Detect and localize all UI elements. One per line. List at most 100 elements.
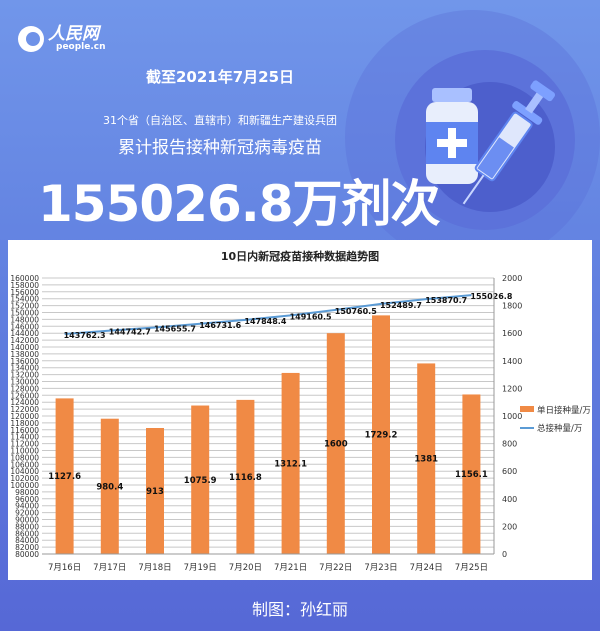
bar-label: 1116.8: [229, 473, 262, 483]
credit: 制图：孙红丽: [251, 600, 348, 619]
category-label: 7月21日: [274, 563, 307, 573]
left-tick-label: 124000: [10, 398, 39, 407]
category-label: 7月18日: [138, 563, 171, 573]
legend-line-label: 总接种量/万: [537, 423, 582, 434]
left-tick-label: 140000: [10, 343, 39, 352]
category-label: 7月23日: [364, 563, 397, 573]
left-tick-label: 150000: [10, 309, 39, 318]
left-tick-label: 98000: [15, 488, 39, 497]
right-tick-label: 800: [502, 440, 517, 449]
right-tick-label: 400: [502, 495, 517, 504]
line-label: 149160.5: [290, 312, 332, 321]
left-tick-label: 134000: [10, 364, 39, 373]
right-tick-label: 1200: [502, 384, 522, 393]
category-label: 7月20日: [229, 563, 262, 573]
left-tick-label: 138000: [10, 350, 39, 359]
bar: [281, 372, 300, 554]
left-tick-label: 102000: [10, 474, 39, 483]
left-tick-label: 108000: [10, 453, 39, 462]
left-tick-label: 118000: [10, 419, 39, 428]
line-label: 153870.7: [425, 296, 467, 305]
left-tick-label: 152000: [10, 302, 39, 311]
left-tick-label: 120000: [10, 412, 39, 421]
right-tick-label: 2000: [502, 274, 522, 283]
category-label: 7月16日: [48, 563, 81, 573]
left-tick-label: 160000: [10, 274, 39, 283]
left-tick-label: 142000: [10, 336, 39, 345]
left-tick-label: 144000: [10, 329, 39, 338]
left-tick-label: 90000: [15, 516, 39, 525]
right-tick-label: 1000: [502, 412, 522, 421]
left-tick-label: 94000: [15, 502, 39, 511]
total-doses: 155026.8万剂次: [38, 175, 441, 233]
right-tick-label: 1600: [502, 329, 522, 338]
line-label: 143762.3: [64, 331, 106, 340]
left-tick-label: 130000: [10, 378, 39, 387]
logo-en: people.cn: [56, 42, 106, 52]
left-tick-label: 116000: [10, 426, 39, 435]
bar: [191, 405, 210, 554]
logo-mark-icon: [18, 26, 44, 52]
bar-label: 980.4: [96, 482, 123, 492]
bar-label: 1156.1: [455, 470, 488, 480]
as-of-date: 截至2021年7月25日: [145, 68, 295, 86]
vaccine-vial-and-syringe-icon: [426, 80, 556, 205]
category-label: 7月17日: [93, 563, 126, 573]
left-tick-label: 96000: [15, 495, 39, 504]
line-label: 155026.8: [470, 292, 512, 301]
bar-label: 1075.9: [184, 476, 217, 486]
people-cn-logo: 人民网 people.cn: [18, 26, 106, 52]
left-tick-label: 112000: [10, 440, 39, 449]
line-label: 152489.7: [380, 301, 422, 310]
bar: [326, 333, 345, 554]
right-tick-label: 0: [502, 550, 507, 559]
bar: [146, 428, 164, 554]
left-tick-label: 136000: [10, 357, 39, 366]
bar-label: 1127.6: [48, 472, 81, 482]
left-tick-label: 158000: [10, 281, 39, 290]
right-tick-label: 200: [502, 522, 517, 531]
bar: [100, 418, 119, 554]
left-tick-label: 128000: [10, 384, 39, 393]
bar-label: 1600: [324, 440, 348, 450]
line-label: 147848.4: [244, 317, 286, 326]
category-label: 7月19日: [184, 563, 217, 573]
left-tick-label: 126000: [10, 391, 39, 400]
left-tick-label: 80000: [15, 550, 39, 559]
left-tick-label: 92000: [15, 509, 39, 518]
legend-bar-label: 单日接种量/万: [537, 405, 591, 416]
line-label: 146731.6: [199, 321, 241, 330]
right-tick-label: 1400: [502, 357, 522, 366]
left-tick-label: 104000: [10, 467, 39, 476]
left-tick-label: 100000: [10, 481, 39, 490]
left-tick-label: 156000: [10, 288, 39, 297]
legend-bar-swatch: [520, 406, 534, 412]
subtitle: 31个省（自治区、直辖市）和新疆生产建设兵团: [103, 114, 337, 127]
right-tick-label: 1800: [502, 302, 522, 311]
bar-label: 1381: [414, 455, 438, 465]
left-tick-label: 122000: [10, 405, 39, 414]
category-label: 7月24日: [410, 563, 443, 573]
left-tick-label: 82000: [15, 543, 39, 552]
bar: [462, 394, 481, 554]
total-line: [64, 294, 472, 336]
left-tick-label: 110000: [10, 447, 39, 456]
category-label: 7月22日: [319, 563, 352, 573]
logo-cn: 人民网: [48, 24, 99, 44]
right-tick-label: 600: [502, 467, 517, 476]
left-tick-label: 146000: [10, 322, 39, 331]
bar-label: 913: [146, 487, 164, 497]
left-tick-label: 106000: [10, 460, 39, 469]
line-label: 145655.7: [154, 324, 196, 333]
line-label: 144742.7: [109, 328, 151, 337]
left-tick-label: 148000: [10, 315, 39, 324]
bar-label: 1312.1: [274, 459, 307, 469]
bar: [236, 399, 255, 554]
left-tick-label: 86000: [15, 529, 39, 538]
left-tick-label: 114000: [10, 433, 39, 442]
bar-label: 1729.2: [365, 431, 398, 441]
left-tick-label: 88000: [15, 522, 39, 531]
bar: [55, 398, 74, 554]
category-label: 7月25日: [455, 563, 488, 573]
